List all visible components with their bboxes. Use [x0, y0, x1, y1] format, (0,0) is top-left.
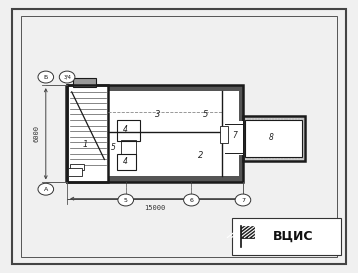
- Bar: [220, 126, 228, 143]
- Bar: [239, 85, 243, 182]
- Bar: [117, 153, 136, 170]
- Text: 3: 3: [155, 110, 160, 119]
- Text: 4: 4: [122, 157, 127, 166]
- Bar: [241, 226, 253, 238]
- Circle shape: [118, 194, 134, 206]
- Bar: [121, 140, 136, 153]
- Bar: [65, 85, 73, 182]
- Bar: [117, 120, 140, 141]
- Bar: [65, 176, 243, 182]
- Text: 5: 5: [124, 197, 128, 203]
- Bar: [245, 120, 301, 157]
- Bar: [21, 16, 337, 257]
- Circle shape: [38, 183, 54, 195]
- Text: 1: 1: [82, 140, 88, 149]
- Text: 7: 7: [241, 197, 245, 203]
- Bar: [232, 218, 340, 256]
- Bar: [243, 116, 305, 161]
- Bar: [67, 85, 243, 182]
- Bar: [65, 85, 243, 91]
- Bar: [239, 121, 243, 155]
- Bar: [70, 164, 84, 170]
- Bar: [68, 168, 82, 176]
- Circle shape: [235, 194, 251, 206]
- Text: А: А: [44, 187, 48, 192]
- Circle shape: [184, 194, 199, 206]
- Text: 6000: 6000: [34, 125, 40, 142]
- Text: 15000: 15000: [144, 205, 166, 211]
- Bar: [67, 85, 108, 182]
- Text: 7: 7: [232, 131, 237, 140]
- Text: 2: 2: [198, 151, 203, 160]
- Text: ВЦИС: ВЦИС: [273, 230, 314, 243]
- Text: 5: 5: [203, 110, 208, 119]
- Text: Б: Б: [44, 75, 48, 79]
- Text: 6: 6: [189, 197, 193, 203]
- Text: 4: 4: [123, 125, 128, 134]
- Text: 8: 8: [269, 133, 274, 142]
- Circle shape: [38, 71, 54, 83]
- Text: 5: 5: [111, 143, 116, 152]
- Text: 3/4: 3/4: [63, 75, 71, 79]
- Bar: [73, 78, 96, 87]
- Bar: [67, 85, 243, 182]
- Circle shape: [59, 71, 75, 83]
